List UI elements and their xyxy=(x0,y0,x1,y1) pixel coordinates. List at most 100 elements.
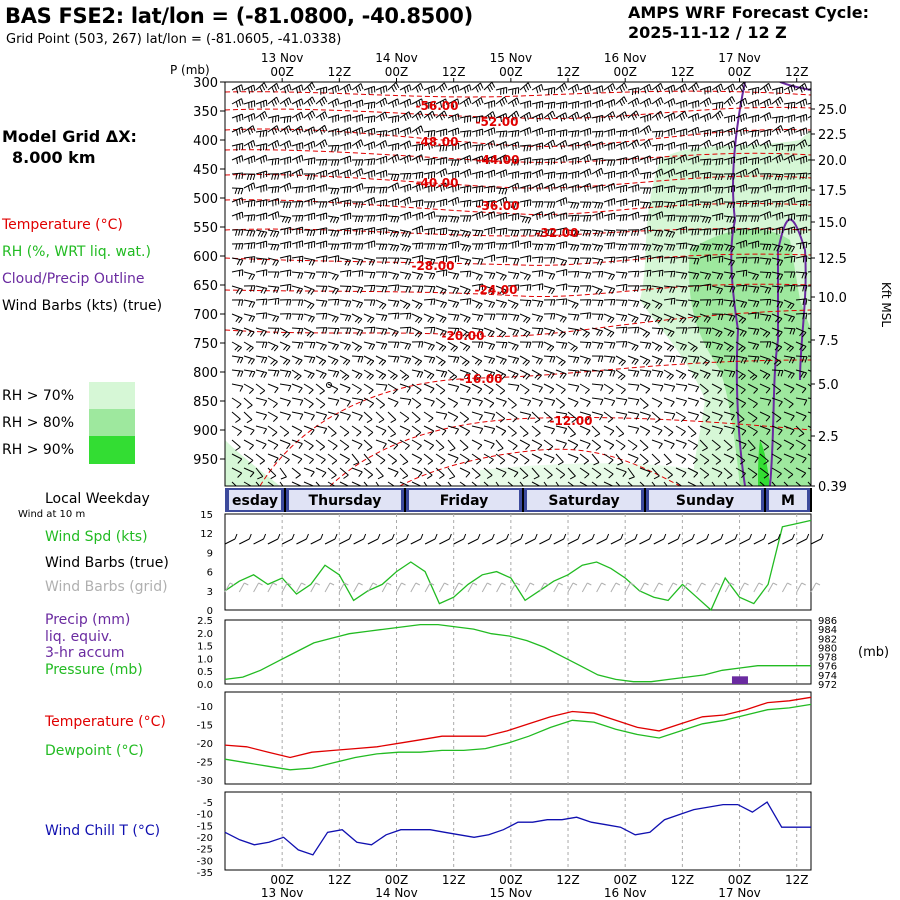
wind-barb xyxy=(507,327,520,337)
wind-barb xyxy=(699,425,711,436)
wind-barb xyxy=(711,186,724,194)
wind-barb xyxy=(303,383,314,395)
wind-barb xyxy=(783,467,794,479)
wind-barb xyxy=(747,114,760,123)
wind-barb xyxy=(663,341,675,352)
wind-barb xyxy=(627,229,640,236)
wind-barb xyxy=(411,271,424,281)
wind-barb xyxy=(435,299,448,309)
wind-barb xyxy=(615,129,628,138)
wind-barb xyxy=(351,313,363,324)
wind-barb xyxy=(603,170,616,179)
temperature-contour-label: -20.00 xyxy=(442,329,485,343)
wind-barb xyxy=(567,397,579,408)
wind-barb xyxy=(375,199,388,207)
wind-barb-grid xyxy=(281,582,292,593)
wind-barb xyxy=(435,82,448,93)
wind-barb xyxy=(435,255,448,263)
wind-barb xyxy=(687,228,700,236)
wind-barb xyxy=(303,126,316,136)
wind-barb xyxy=(303,140,316,150)
wind-barb xyxy=(687,383,700,393)
wind-barb xyxy=(723,467,733,480)
wind-barb xyxy=(447,439,456,452)
wind-barb xyxy=(747,355,760,363)
wind-barb xyxy=(567,439,579,450)
wind-barb xyxy=(267,285,280,294)
temperature-contour-label: -28.00 xyxy=(412,259,455,273)
wind-barb xyxy=(579,243,592,251)
wind-barb xyxy=(543,383,555,394)
wind-barb xyxy=(459,243,472,252)
wind-barb xyxy=(747,240,760,249)
wind-barb xyxy=(687,313,699,323)
temperature-contour-line xyxy=(225,174,811,189)
wind-barb xyxy=(531,481,541,486)
wind-barb xyxy=(267,397,278,409)
wind-barb xyxy=(603,271,616,281)
wind-barb xyxy=(387,299,400,308)
wind-barb xyxy=(459,411,470,423)
wind-barb xyxy=(771,439,782,451)
wind-barb xyxy=(303,197,316,207)
wind-barb xyxy=(303,271,316,280)
wind-barb xyxy=(363,115,376,124)
wind-barb xyxy=(495,243,508,250)
wind-barb xyxy=(267,453,279,464)
wind-barb xyxy=(759,183,772,193)
wind-barb xyxy=(351,139,364,149)
wind-barb xyxy=(327,159,340,166)
pressure-tick-label: 350 xyxy=(193,105,218,120)
wind-barb xyxy=(723,140,736,150)
wind-barb xyxy=(711,173,724,181)
wind-barb xyxy=(351,99,364,109)
wind-barb xyxy=(495,271,507,281)
wind-barb xyxy=(759,397,772,406)
wind-barb xyxy=(723,185,736,193)
wind-barb xyxy=(723,271,736,280)
wind-barb xyxy=(579,257,592,265)
wind-barb xyxy=(567,100,580,109)
wind-barb xyxy=(591,229,604,238)
wind-barb xyxy=(315,312,328,320)
wind-barb xyxy=(651,355,663,365)
wind-barb xyxy=(807,369,811,372)
wind-barb xyxy=(783,299,795,310)
wind-barb xyxy=(351,243,364,250)
wind-barb xyxy=(231,211,244,221)
wind-barb xyxy=(399,467,409,480)
wind-barb xyxy=(243,173,256,181)
wind-barb xyxy=(231,299,244,306)
wind-barb xyxy=(495,130,508,138)
wind-barb xyxy=(783,284,796,292)
wind-barb xyxy=(387,425,397,438)
wind-barb xyxy=(735,269,748,277)
pressure-right-tick-label: 978 xyxy=(818,653,837,664)
wind-barb xyxy=(243,285,256,292)
wind-barb xyxy=(387,341,400,349)
wind-barb xyxy=(231,313,243,324)
wind-barb xyxy=(507,284,520,292)
wind-barb xyxy=(351,439,363,450)
wind-barb xyxy=(555,355,566,367)
wind-barb xyxy=(243,341,254,353)
wind-barb xyxy=(555,155,568,164)
wind-barb-grid xyxy=(296,582,306,593)
wind-barb xyxy=(459,453,470,465)
wind-barb xyxy=(315,201,328,208)
wind-barb xyxy=(699,283,712,291)
wind-barb xyxy=(255,229,268,238)
wind-barb xyxy=(351,183,364,192)
wind-barb xyxy=(459,168,472,178)
wind-barb xyxy=(267,125,280,135)
temperature-contour-label: -12.00 xyxy=(550,414,593,428)
wind-barb xyxy=(711,453,722,465)
temperature-contour-label: -16.00 xyxy=(460,372,503,386)
wind-barb xyxy=(567,453,579,464)
wind-barb xyxy=(327,271,339,281)
wind-barb xyxy=(243,256,256,263)
wind-barb xyxy=(627,411,640,420)
wind-barb xyxy=(663,313,675,324)
wind-barb xyxy=(639,425,651,436)
